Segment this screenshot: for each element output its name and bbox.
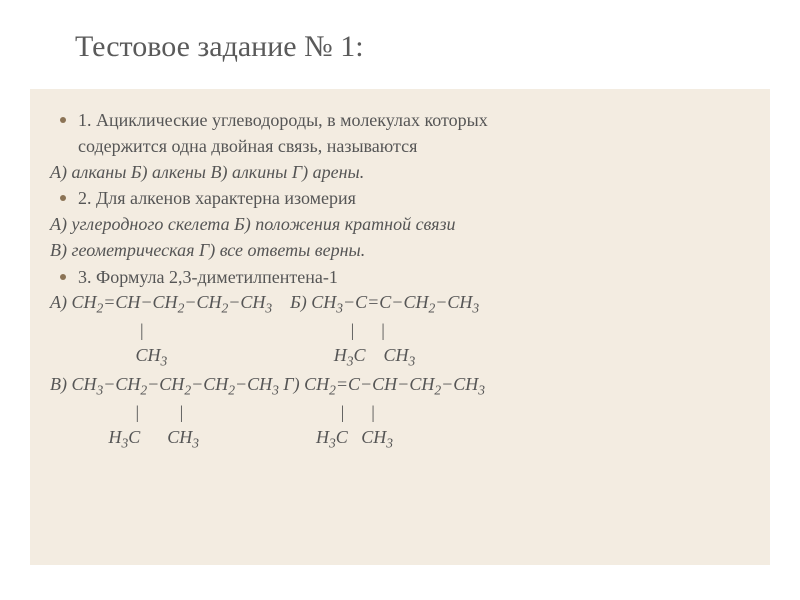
q3-formula-row4: В) CH3−CH2−CH2−CH2−CH3 Г) CH2=C−CH−CH2−C…: [50, 372, 750, 400]
q2-line1: 2. Для алкенов характерна изомерия: [50, 185, 750, 211]
q3-formula-row6: H3C CH3 H3C CH3: [50, 425, 750, 453]
content-box: 1. Ациклические углеводороды, в молекула…: [30, 89, 770, 565]
q1-options: А) алканы Б) алкены В) алкины Г) арены.: [50, 159, 750, 185]
q1-text1: 1. Ациклические углеводороды, в молекула…: [78, 107, 488, 133]
bullet-icon: [60, 195, 66, 201]
q3-formula-row1: А) CH2=CH−CH2−CH2−CH3 Б) CH3−C=C−CH2−CH3: [50, 290, 750, 318]
q2-row1-text: А) углеродного скелета Б) положения крат…: [50, 211, 456, 237]
q2-row2: В) геометрическая Г) все ответы верны.: [50, 237, 750, 263]
q1-line2: содержится одна двойная связь, называютс…: [50, 133, 750, 159]
bullet-icon: [60, 274, 66, 280]
q1-options-text: А) алканы Б) алкены В) алкины Г) арены.: [50, 159, 364, 185]
q3-text1: 3. Формула 2,3-диметилпентена-1: [78, 264, 338, 290]
page-title: Тестовое задание № 1:: [0, 0, 800, 64]
q3-line1: 3. Формула 2,3-диметилпентена-1: [50, 264, 750, 290]
q3-formula-row5: | | | |: [50, 400, 750, 425]
q2-row2-text: В) геометрическая Г) все ответы верны.: [50, 237, 365, 263]
q1-line1: 1. Ациклические углеводороды, в молекула…: [50, 107, 750, 133]
q3-formula-row2: | | |: [50, 318, 750, 343]
q1-text2: содержится одна двойная связь, называютс…: [78, 133, 417, 159]
q3-formula-row3: CH3 H3C CH3: [50, 343, 750, 371]
q2-row1: А) углеродного скелета Б) положения крат…: [50, 211, 750, 237]
q2-text1: 2. Для алкенов характерна изомерия: [78, 185, 356, 211]
bullet-icon: [60, 117, 66, 123]
